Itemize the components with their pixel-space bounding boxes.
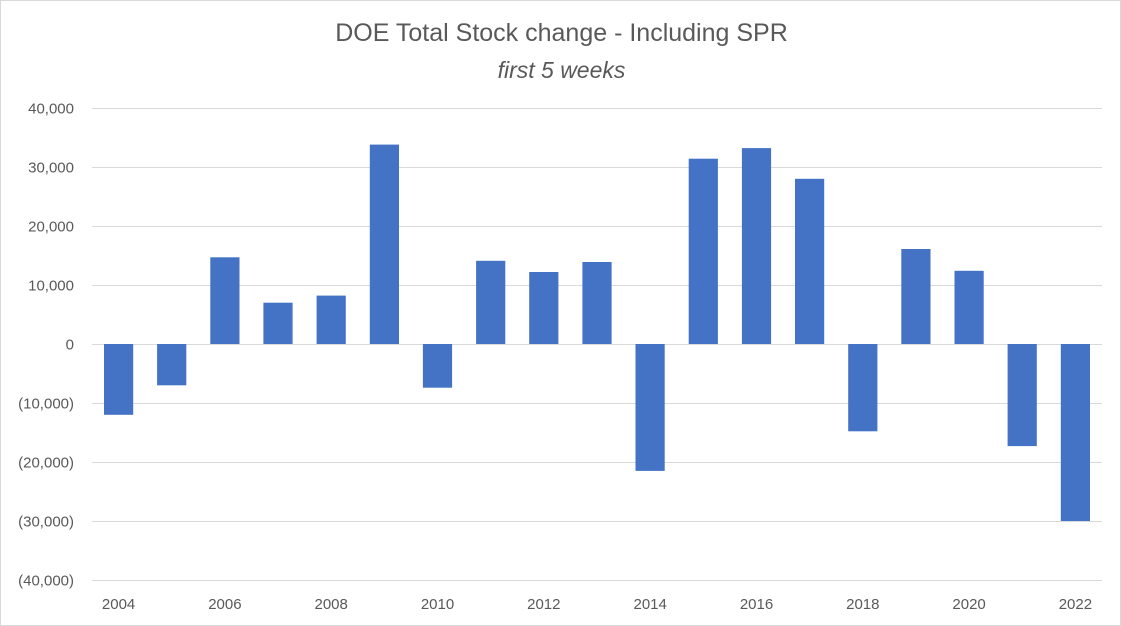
x-tick-label: 2008 xyxy=(315,596,348,613)
x-tick-label: 2012 xyxy=(527,596,560,613)
bar-2009 xyxy=(369,144,399,344)
bar-2020 xyxy=(954,270,984,344)
y-tick-label: 30,000 xyxy=(28,160,74,177)
chart-title: DOE Total Stock change - Including SPR xyxy=(335,19,788,47)
y-tick-label: (10,000) xyxy=(18,396,74,413)
bar-2006 xyxy=(210,257,240,344)
bar-2007 xyxy=(263,302,293,344)
y-tick-label: 40,000 xyxy=(28,101,74,118)
bar-2013 xyxy=(582,262,612,344)
bar-2004 xyxy=(104,344,134,415)
y-tick-label: (20,000) xyxy=(18,455,74,472)
y-tick-label: (40,000) xyxy=(18,573,74,590)
x-tick-label: 2016 xyxy=(740,596,773,613)
x-tick-label: 2022 xyxy=(1059,596,1092,613)
bar-2016 xyxy=(741,148,772,344)
bar-2022 xyxy=(1060,344,1090,521)
chart-subtitle: first 5 weeks xyxy=(497,57,626,83)
y-axis-labels: 40,000 30,000 20,000 10,000 0 (10,000) (20,000… xyxy=(18,101,74,590)
x-tick-label: 2004 xyxy=(102,596,135,613)
bars xyxy=(104,144,1090,521)
x-axis-labels: 2004 2006 2008 2010 2012 2014 2016 2018 2020 2022 xyxy=(102,596,1092,613)
bar-2014 xyxy=(635,344,665,471)
bar-2011 xyxy=(476,260,506,344)
x-tick-label: 2018 xyxy=(846,596,879,613)
x-tick-label: 2014 xyxy=(634,596,667,613)
bar-2018 xyxy=(848,344,878,432)
bar-2019 xyxy=(901,249,931,344)
bar-2015 xyxy=(688,158,718,344)
y-tick-label: 0 xyxy=(66,337,74,354)
bar-2005 xyxy=(157,344,187,386)
bar-2008 xyxy=(316,295,346,344)
bar-2021 xyxy=(1007,344,1037,447)
y-tick-label: 10,000 xyxy=(28,278,74,295)
x-tick-label: 2020 xyxy=(952,596,985,613)
bar-2010 xyxy=(422,344,453,388)
gridlines xyxy=(92,108,1102,581)
x-tick-label: 2006 xyxy=(208,596,241,613)
bar-2017 xyxy=(795,178,825,344)
x-tick-label: 2010 xyxy=(421,596,454,613)
y-tick-label: 20,000 xyxy=(28,219,74,236)
bar-2012 xyxy=(529,272,559,344)
y-tick-label: (30,000) xyxy=(18,514,74,531)
